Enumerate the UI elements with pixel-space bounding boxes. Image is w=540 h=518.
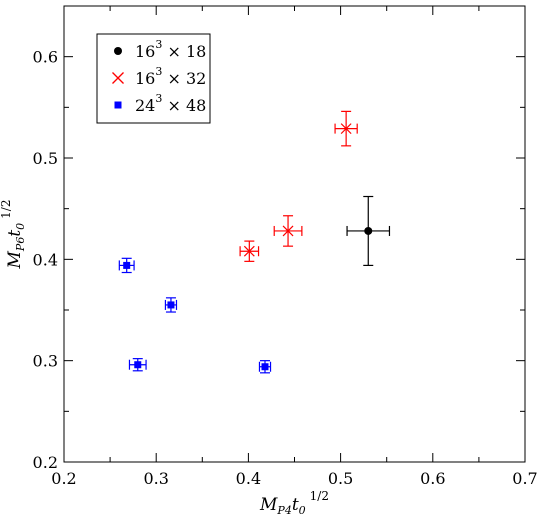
data-point-series-3-2: [128, 358, 147, 372]
legend-marker-x: [112, 72, 124, 84]
axis-ticks: [63, 5, 526, 463]
x-tick-label: 0.4: [236, 469, 261, 488]
y-tick-label: 0.4: [33, 250, 58, 269]
data-point-series-3-4: [258, 360, 272, 374]
marker-x: [282, 225, 294, 237]
marker-square: [123, 261, 131, 269]
legend-marker-circle: [114, 47, 122, 55]
x-tick-label: 0.5: [328, 469, 353, 488]
marker-circle: [364, 226, 373, 235]
x-tick-label: 0.3: [143, 469, 168, 488]
x-tick-label: 0.2: [51, 469, 76, 488]
legend-entry-3: 243 × 48: [135, 92, 206, 115]
data-point-series-3-1: [118, 257, 135, 274]
x-tick-label: 0.6: [420, 469, 445, 488]
marker-square: [261, 363, 269, 371]
y-tick-label: 0.6: [33, 48, 58, 67]
marker-x: [243, 245, 255, 257]
legend-entry-1: 163 × 18: [135, 38, 206, 61]
marker-square: [167, 301, 175, 309]
data-point-series-2-2: [273, 215, 303, 247]
data-point-series-2-3: [334, 110, 358, 147]
marker-x: [340, 123, 352, 135]
y-tick-label: 0.3: [33, 352, 58, 371]
data-point-series-3-3: [164, 297, 178, 313]
axis-tick-labels: 0.2 0.3 0.4 0.5 0.6 0.7 0.2 0.3 0.4 0.5 0.6: [33, 48, 538, 488]
x-tick-label: 0.7: [512, 469, 537, 488]
legend: 163 × 18 163 × 32 243 × 48: [96, 33, 211, 124]
data-points: [118, 110, 391, 374]
legend-entry-2: 163 × 32: [135, 65, 206, 88]
data-point-series-2-1: [239, 240, 260, 262]
x-axis-label: MP4t01/2: [259, 489, 329, 517]
marker-square: [134, 361, 142, 369]
y-tick-label: 0.5: [33, 149, 58, 168]
data-point-series-1-1: [346, 195, 391, 267]
y-axis-label: MP6t01/2: [0, 200, 27, 270]
y-tick-label: 0.2: [33, 453, 58, 472]
legend-marker-square: [114, 101, 122, 109]
